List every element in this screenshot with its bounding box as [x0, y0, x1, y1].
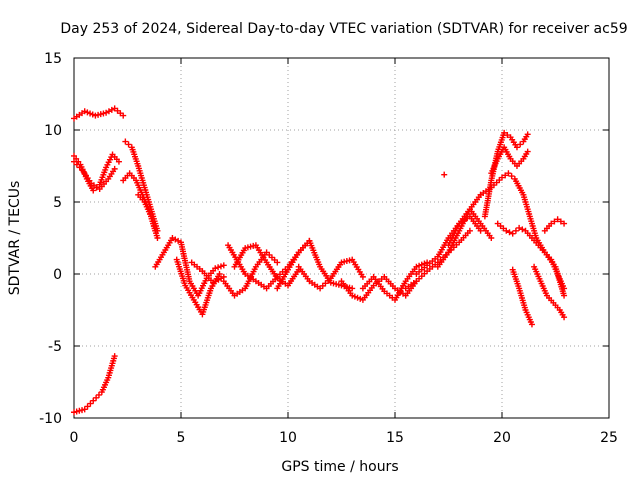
data-point-marker — [516, 224, 523, 231]
series-s29 — [541, 216, 568, 234]
data-point-marker — [217, 263, 224, 270]
data-point-marker — [561, 220, 568, 227]
x-tick-label: 0 — [70, 430, 79, 446]
data-point-marker — [441, 171, 448, 178]
data-point-marker — [524, 131, 531, 138]
series-s27 — [509, 266, 535, 328]
data-point-marker — [76, 164, 83, 171]
series-s24 — [488, 144, 531, 177]
series-s7 — [135, 191, 161, 241]
data-point-marker — [499, 174, 505, 181]
x-tick-label: 25 — [600, 430, 618, 446]
data-point-marker — [81, 406, 88, 413]
series-s15 — [295, 256, 366, 292]
x-tick-label: 15 — [386, 430, 404, 446]
data-point-marker — [501, 129, 508, 136]
data-point-marker — [561, 292, 568, 299]
data-point-marker — [561, 314, 568, 321]
x-tick-label: 20 — [493, 430, 511, 446]
data-point-marker — [548, 220, 555, 227]
data-point-marker — [125, 141, 132, 148]
y-tick-label: -10 — [39, 411, 62, 427]
y-tick-label: 5 — [53, 195, 62, 211]
data-point-marker — [212, 265, 219, 272]
data-point-marker — [561, 285, 568, 292]
data-point-marker — [95, 391, 102, 398]
series-s13 — [231, 242, 302, 289]
data-point-marker — [71, 158, 77, 165]
data-point-marker — [513, 144, 520, 151]
data-point-marker — [524, 148, 531, 155]
x-tick-label: 5 — [177, 430, 186, 446]
data-point-marker — [215, 264, 222, 271]
y-tick-labels: -10 -5 0 5 10 15 — [39, 51, 62, 427]
data-point-marker — [551, 218, 558, 225]
data-point-marker — [506, 229, 513, 236]
x-tick-labels: 0 5 10 15 20 25 — [70, 430, 618, 446]
data-point-marker — [508, 173, 515, 180]
data-point-marker — [154, 235, 161, 241]
data-point-marker — [505, 170, 512, 177]
data-point-marker — [517, 141, 524, 148]
chart-title: Day 253 of 2024, Sidereal Day-to-day VTE… — [60, 21, 627, 37]
data-point-marker — [73, 161, 80, 168]
data-point-marker — [557, 218, 564, 225]
series-s4 — [71, 353, 118, 416]
series-s28 — [531, 263, 568, 321]
data-point-marker — [466, 227, 473, 234]
data-point-marker — [477, 227, 484, 234]
data-point-marker — [216, 271, 223, 277]
y-tick-label: 15 — [44, 51, 62, 67]
data-point-marker — [90, 187, 97, 194]
series-s23 — [481, 129, 531, 220]
series-s1 — [71, 105, 127, 122]
data-point-marker — [122, 138, 129, 145]
series-s5 — [122, 138, 161, 234]
data-point-marker — [528, 321, 535, 328]
series-s14 — [274, 237, 356, 292]
data-series — [71, 105, 568, 416]
series-s9 — [173, 256, 223, 318]
data-point-marker — [111, 165, 118, 172]
data-point-marker — [220, 262, 227, 269]
y-tick-label: -5 — [48, 339, 62, 355]
data-point-marker — [503, 227, 510, 234]
data-point-marker — [111, 353, 118, 360]
data-point-marker — [504, 132, 511, 139]
series-s25 — [477, 170, 568, 299]
data-point-marker — [90, 397, 97, 404]
x-axis-label: GPS time / hours — [281, 459, 398, 475]
data-point-marker — [93, 394, 100, 401]
series-s8 — [152, 235, 227, 299]
series-s3 — [71, 158, 118, 193]
series-s16 — [338, 273, 420, 303]
series-s17 — [359, 259, 431, 303]
y-tick-label: 0 — [53, 267, 62, 283]
data-point-marker — [509, 230, 516, 237]
data-point-marker — [87, 400, 94, 407]
grid-lines — [74, 58, 609, 418]
data-point-marker — [115, 158, 122, 165]
data-point-marker — [512, 227, 519, 234]
data-point-marker — [359, 273, 366, 280]
series-s21 — [445, 213, 484, 249]
y-axis-label: SDTVAR / TECUs — [7, 181, 23, 296]
y-tick-label: 10 — [44, 123, 62, 139]
series-s22 — [441, 171, 448, 178]
data-point-marker — [502, 172, 509, 179]
data-point-marker — [519, 226, 526, 233]
data-point-marker — [488, 235, 495, 241]
series-s26 — [494, 220, 568, 292]
x-tick-label: 10 — [279, 430, 297, 446]
data-point-marker — [554, 216, 561, 223]
data-point-marker — [274, 259, 281, 266]
axis-ticks — [73, 57, 610, 419]
data-point-marker — [120, 112, 127, 119]
data-point-marker — [84, 403, 91, 410]
data-point-marker — [349, 285, 356, 292]
plot-frame — [73, 57, 610, 419]
